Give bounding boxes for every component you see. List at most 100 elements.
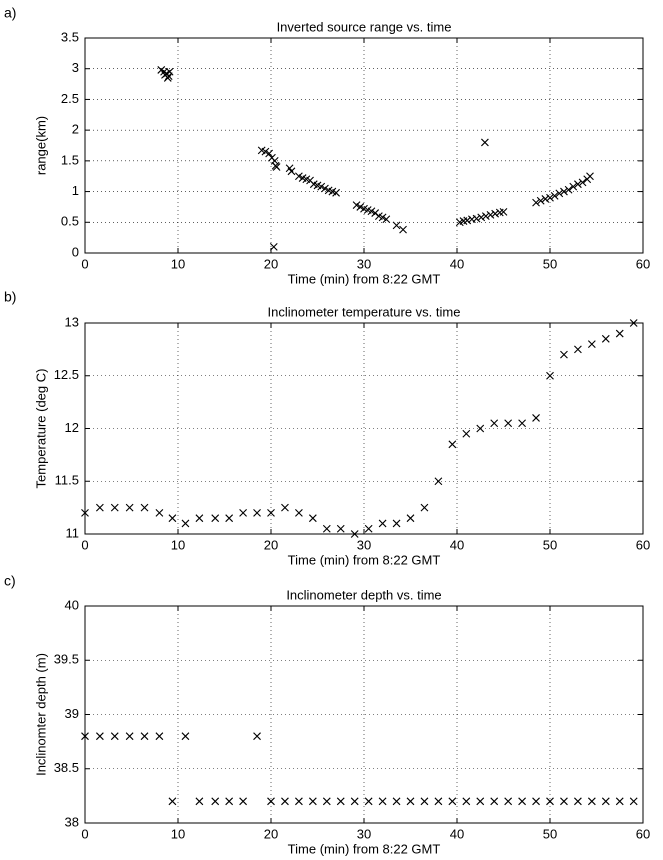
point — [490, 797, 499, 806]
y-axis-label: Temperature (deg C) — [33, 369, 48, 489]
x-tick-label: 30 — [357, 826, 371, 841]
point — [472, 214, 481, 223]
point — [367, 207, 376, 216]
point — [518, 419, 526, 428]
plot-frame — [84, 322, 644, 535]
point — [281, 503, 289, 512]
x-tick-label: 50 — [543, 826, 557, 841]
point — [110, 503, 119, 512]
point — [295, 797, 303, 806]
y-tick-label: 38 — [65, 814, 79, 829]
y-tick-label: 0 — [72, 244, 79, 259]
point — [481, 138, 489, 147]
point — [332, 188, 340, 197]
panel-label: c) — [4, 573, 16, 589]
point — [265, 149, 274, 158]
x-tick-label: 50 — [543, 256, 557, 271]
panel-label: a) — [4, 5, 16, 21]
point — [481, 212, 490, 221]
y-tick-label: 38.5 — [54, 760, 79, 775]
point — [140, 503, 149, 512]
point — [550, 191, 559, 200]
point — [499, 207, 508, 216]
point — [629, 797, 638, 806]
point — [586, 172, 594, 181]
point — [125, 503, 134, 512]
x-tick-label: 0 — [81, 256, 88, 271]
point — [578, 178, 587, 187]
point — [195, 514, 204, 523]
point — [155, 509, 164, 517]
point — [163, 74, 172, 82]
point — [356, 203, 365, 211]
point — [281, 797, 289, 806]
point — [574, 345, 582, 354]
point — [541, 195, 550, 203]
point — [392, 797, 401, 806]
x-tick-label: 20 — [264, 826, 278, 841]
point — [195, 797, 204, 806]
panel-label: b) — [4, 289, 16, 305]
point — [463, 216, 472, 225]
point — [406, 797, 415, 806]
point — [350, 530, 359, 538]
point — [434, 477, 443, 486]
point — [336, 797, 345, 806]
point — [181, 519, 190, 528]
x-tick-label: 30 — [357, 537, 371, 552]
point — [420, 797, 429, 806]
point — [555, 189, 564, 198]
point — [211, 797, 220, 806]
point — [168, 797, 177, 806]
x-axis-label: Time (min) from 8:22 GMT — [288, 552, 441, 567]
x-tick-label: 0 — [81, 537, 88, 552]
y-tick-label: 12 — [65, 420, 79, 435]
x-axis-label: Time (min) from 8:22 GMT — [288, 841, 441, 856]
point — [491, 209, 500, 218]
point — [211, 514, 220, 523]
x-tick-label: 40 — [450, 826, 464, 841]
point — [322, 524, 331, 533]
y-tick-label: 12.5 — [54, 367, 79, 382]
y-tick-label: 2.5 — [61, 91, 79, 106]
point — [546, 371, 554, 380]
point — [601, 797, 610, 806]
point — [352, 201, 361, 209]
point — [269, 242, 278, 251]
point — [364, 797, 373, 806]
point — [125, 732, 134, 741]
x-tick-label: 40 — [450, 537, 464, 552]
chart-title: Inclinometer temperature vs. time — [268, 304, 461, 319]
point — [295, 509, 303, 517]
point — [462, 797, 471, 806]
point — [95, 503, 104, 512]
point — [629, 319, 638, 327]
point — [518, 797, 526, 806]
point — [239, 797, 247, 806]
x-tick-label: 30 — [357, 256, 371, 271]
point — [321, 184, 329, 193]
point — [392, 519, 401, 528]
point — [364, 524, 373, 533]
point — [574, 180, 582, 189]
point — [462, 429, 471, 438]
point — [110, 732, 119, 741]
point — [165, 67, 174, 76]
point — [378, 213, 387, 222]
point — [261, 147, 270, 156]
point — [448, 440, 457, 449]
point — [504, 797, 513, 806]
point — [287, 167, 296, 176]
point — [267, 509, 275, 517]
point — [253, 509, 261, 517]
x-tick-label: 60 — [636, 256, 650, 271]
point — [532, 414, 540, 422]
x-tick-label: 10 — [171, 256, 185, 271]
point — [536, 196, 545, 205]
y-tick-label: 1.5 — [61, 152, 79, 167]
point — [476, 797, 485, 806]
point — [317, 182, 326, 191]
point — [181, 732, 190, 741]
y-axis-label: range(km) — [33, 116, 48, 175]
point — [434, 797, 443, 806]
